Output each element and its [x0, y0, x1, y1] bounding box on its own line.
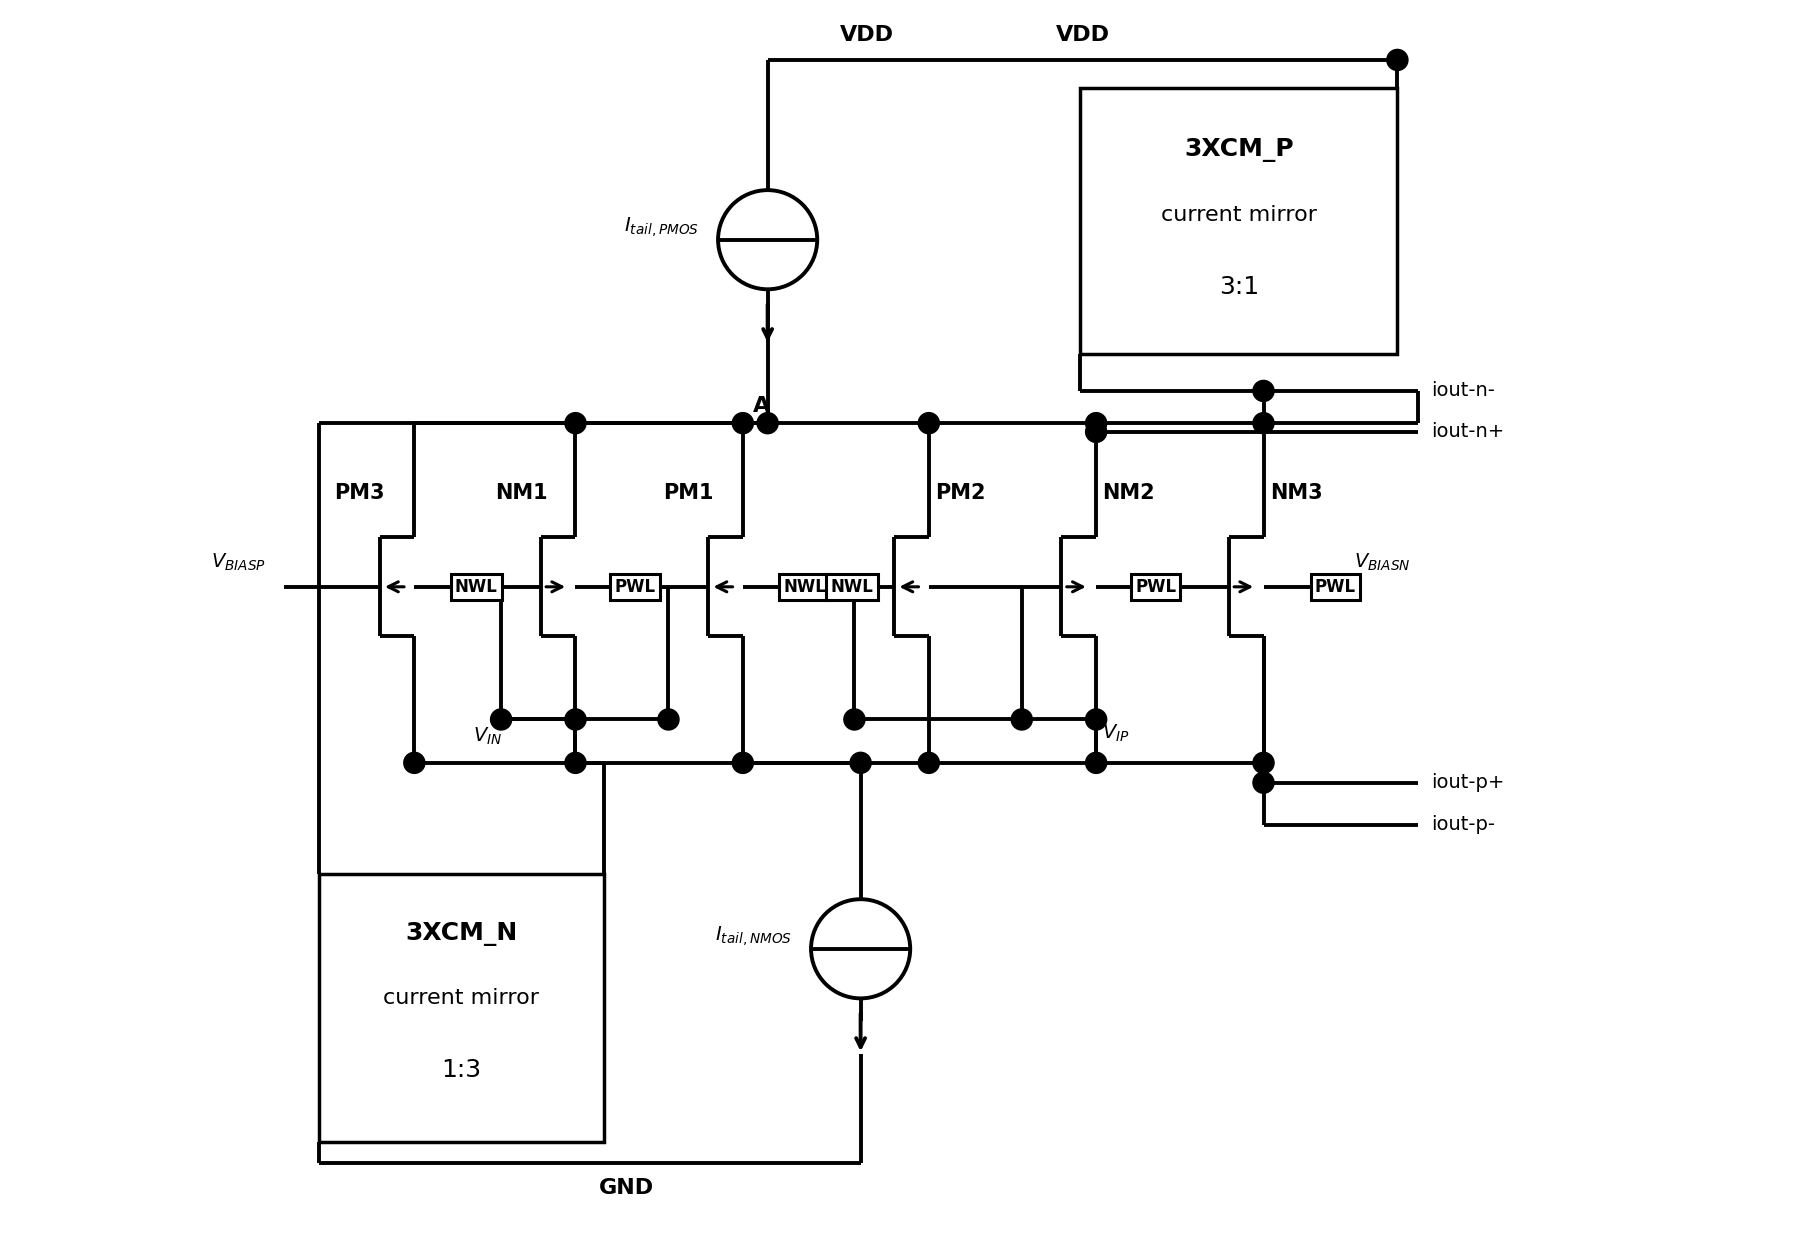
- Circle shape: [1252, 413, 1274, 434]
- Text: $I_{tail,NMOS}$: $I_{tail,NMOS}$: [716, 925, 791, 948]
- Text: iout-p+: iout-p+: [1429, 774, 1503, 792]
- Circle shape: [1252, 381, 1274, 402]
- Text: $V_{IP}$: $V_{IP}$: [1102, 723, 1129, 745]
- Circle shape: [1084, 709, 1106, 730]
- Circle shape: [1010, 709, 1032, 730]
- Bar: [318, 875, 604, 1142]
- Text: NWL: NWL: [782, 578, 826, 595]
- Text: VDD: VDD: [1055, 25, 1109, 45]
- Circle shape: [658, 709, 679, 730]
- Text: $V_{IN}$: $V_{IN}$: [472, 725, 502, 748]
- Text: NWL: NWL: [455, 578, 497, 595]
- Text: 1:3: 1:3: [441, 1058, 481, 1082]
- Text: PWL: PWL: [1135, 578, 1176, 595]
- Text: $I_{tail,PMOS}$: $I_{tail,PMOS}$: [623, 216, 699, 240]
- Circle shape: [732, 413, 754, 434]
- Circle shape: [757, 413, 777, 434]
- Circle shape: [564, 753, 585, 774]
- Circle shape: [564, 413, 585, 434]
- Circle shape: [1252, 773, 1274, 794]
- Circle shape: [403, 753, 425, 774]
- Text: 3XCM_N: 3XCM_N: [405, 922, 517, 946]
- Text: $V_{BIASN}$: $V_{BIASN}$: [1353, 552, 1409, 573]
- Text: NWL: NWL: [829, 578, 873, 595]
- Circle shape: [1084, 422, 1106, 442]
- Text: NM1: NM1: [495, 483, 548, 503]
- Text: NM3: NM3: [1269, 483, 1321, 503]
- Circle shape: [1386, 50, 1408, 70]
- Circle shape: [1084, 413, 1106, 434]
- Circle shape: [918, 753, 940, 774]
- Text: iout-n-: iout-n-: [1429, 382, 1494, 401]
- Text: PWL: PWL: [1314, 578, 1355, 595]
- Bar: [1079, 89, 1397, 353]
- Text: PM3: PM3: [334, 483, 385, 503]
- Circle shape: [1252, 753, 1274, 774]
- Circle shape: [918, 413, 940, 434]
- Text: $V_{BIASP}$: $V_{BIASP}$: [211, 552, 266, 573]
- Text: current mirror: current mirror: [1160, 205, 1315, 225]
- Text: PM1: PM1: [663, 483, 714, 503]
- Text: PWL: PWL: [614, 578, 656, 595]
- Circle shape: [490, 709, 511, 730]
- Circle shape: [844, 709, 864, 730]
- Text: iout-n+: iout-n+: [1429, 422, 1503, 442]
- Text: A: A: [752, 396, 770, 416]
- Text: current mirror: current mirror: [383, 988, 538, 1008]
- Text: GND: GND: [600, 1178, 654, 1198]
- Circle shape: [732, 753, 754, 774]
- Text: NM2: NM2: [1102, 483, 1155, 503]
- Circle shape: [1084, 753, 1106, 774]
- Text: 3:1: 3:1: [1218, 275, 1258, 298]
- Text: iout-p-: iout-p-: [1429, 815, 1494, 835]
- Circle shape: [849, 753, 871, 774]
- Text: PM2: PM2: [934, 483, 985, 503]
- Text: 3XCM_P: 3XCM_P: [1184, 139, 1292, 162]
- Circle shape: [564, 709, 585, 730]
- Text: VDD: VDD: [838, 25, 893, 45]
